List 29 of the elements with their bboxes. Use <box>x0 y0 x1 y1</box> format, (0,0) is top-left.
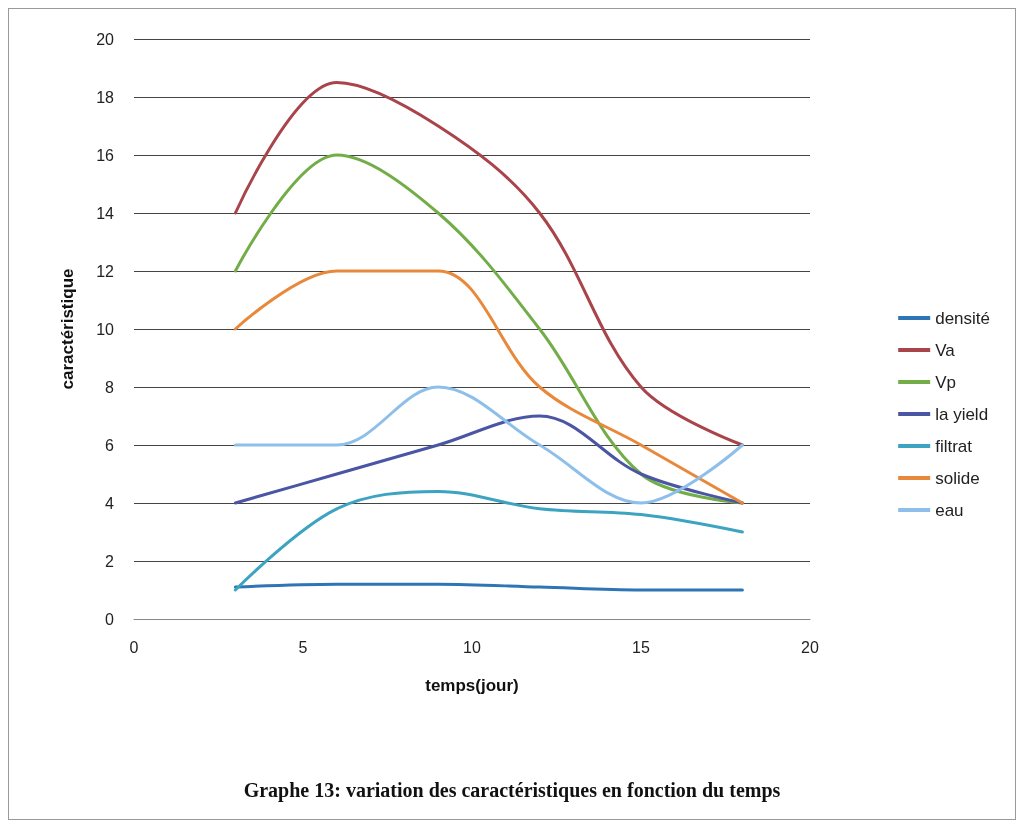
legend-label: filtrat <box>935 436 973 456</box>
x-axis-title: temps(jour) <box>425 676 519 695</box>
y-tick-label: 20 <box>96 30 115 48</box>
legend-label: la yield <box>935 404 989 424</box>
line-series <box>233 489 744 592</box>
legend-label: eau <box>935 500 964 520</box>
y-tick-label: 2 <box>105 552 115 570</box>
text: Graphe 13: variation des caractéristiques en fonction du temps <box>243 779 781 802</box>
x-tick-label: 0 <box>129 638 139 656</box>
line-series <box>233 269 744 505</box>
y-tick-label: 6 <box>105 436 115 454</box>
legend-label: Va <box>935 340 956 360</box>
legend-label: densité <box>935 308 991 328</box>
y-tick-label: 0 <box>105 610 115 628</box>
legend-label: Vp <box>935 372 956 392</box>
x-tick-label: 10 <box>463 638 481 656</box>
legend-label: solide <box>935 468 980 488</box>
x-tick-label: 5 <box>298 638 308 656</box>
x-tick-label: 20 <box>801 638 819 656</box>
y-axis-title: caractéristique <box>58 268 77 390</box>
y-tick-label: 14 <box>96 204 115 222</box>
y-tick-label: 12 <box>96 262 115 280</box>
line-series <box>233 81 744 447</box>
y-tick-label: 18 <box>96 88 115 106</box>
y-tick-label: 8 <box>105 378 115 396</box>
y-tick-label: 10 <box>96 320 115 338</box>
x-tick-label: 15 <box>632 638 650 656</box>
y-tick-label: 4 <box>105 494 115 512</box>
y-tick-label: 16 <box>96 146 115 164</box>
